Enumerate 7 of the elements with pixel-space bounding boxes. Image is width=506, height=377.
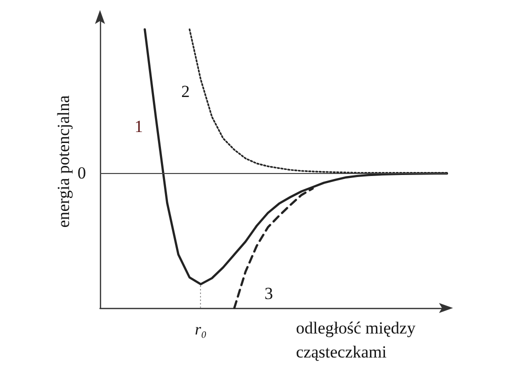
ref-line-label: 0 [78, 163, 86, 182]
series-label: 1 [134, 116, 143, 136]
x-axis-title: odległość między cząsteczkami [296, 318, 420, 362]
series-label: 3 [264, 284, 274, 304]
y-axis-title: energia potencjalna [54, 94, 73, 228]
series-label: 2 [181, 82, 190, 102]
text: r₀ [194, 322, 207, 338]
